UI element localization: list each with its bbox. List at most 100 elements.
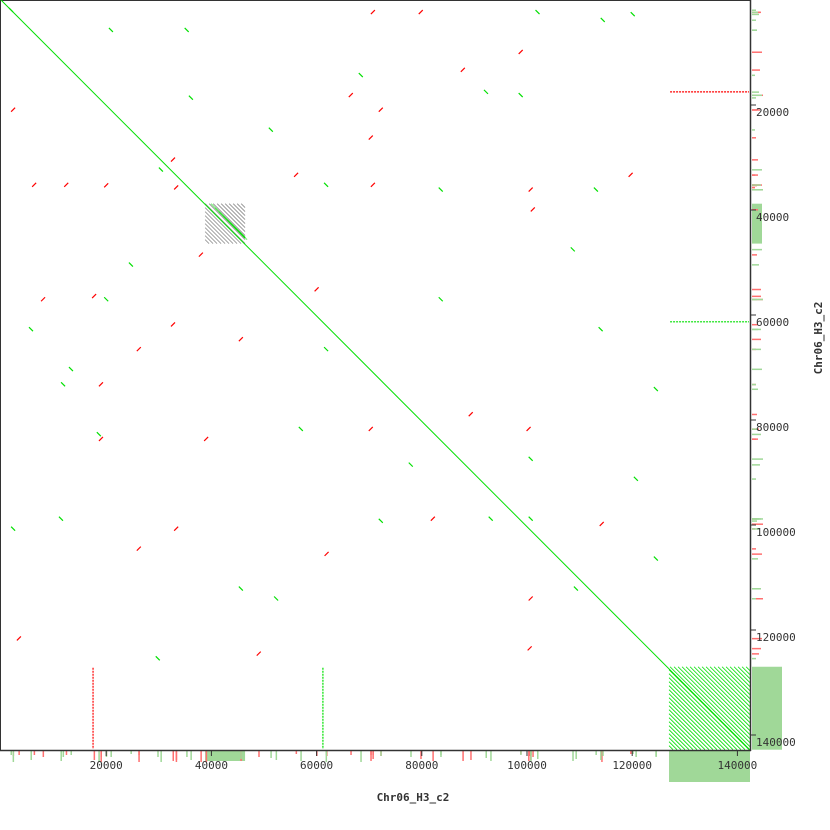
x-coverage-bar <box>100 751 102 762</box>
repeat-hatch-line <box>220 203 246 228</box>
y-coverage-bar <box>752 109 757 111</box>
x-tick-label: 20000 <box>90 759 123 772</box>
y-coverage-bar <box>752 189 761 191</box>
x-coverage-bar <box>258 751 260 757</box>
forward-hit <box>188 95 194 101</box>
reverse-hit <box>468 411 474 417</box>
forward-hit <box>10 526 16 532</box>
y-coverage-bar <box>752 248 762 251</box>
x-coverage-bar <box>630 751 632 754</box>
reverse-hit <box>63 182 69 188</box>
repeat-hatch-line <box>669 666 751 747</box>
y-coverage-bar <box>752 288 761 291</box>
x-coverage-bar <box>175 751 178 762</box>
x-tick-label: 120000 <box>612 759 652 772</box>
repeat-hatch-line <box>204 215 234 244</box>
x-tick-label: 40000 <box>195 759 228 772</box>
reverse-hit <box>528 596 534 601</box>
repeat-hatch-line <box>204 207 242 244</box>
reverse-hit <box>16 635 22 641</box>
y-coverage-bar <box>752 174 755 176</box>
y-coverage-bar <box>752 598 756 600</box>
repeat-hatch-line <box>741 666 751 675</box>
x-coverage-bar <box>420 751 422 759</box>
repeat-hatch-line <box>242 235 246 239</box>
repeat-hatch-line <box>668 705 714 750</box>
reverse-hit <box>526 426 532 432</box>
x-coverage-bar <box>295 751 298 754</box>
x-coverage-bar <box>490 751 492 761</box>
x-coverage-bar <box>172 751 175 760</box>
y-coverage-bar <box>752 328 758 331</box>
repeat-hatch-line <box>668 737 682 750</box>
forward-hit <box>438 187 444 192</box>
y-coverage-bar <box>752 184 761 186</box>
reverse-hit <box>628 172 634 178</box>
x-coverage-bar <box>30 751 32 760</box>
x-coverage-bar <box>190 751 192 760</box>
y-coverage-bar <box>752 637 762 640</box>
forward-hit <box>155 655 161 661</box>
y-coverage-block <box>752 203 762 244</box>
reverse-hit <box>173 185 179 190</box>
forward-hit <box>96 431 102 437</box>
repeat-hatch-line <box>240 203 246 208</box>
reverse-hit <box>599 521 605 527</box>
reverse-hit <box>368 135 374 140</box>
x-coverage-bar <box>380 751 382 756</box>
x-coverage-bar <box>157 751 159 757</box>
forward-hit <box>593 187 599 192</box>
forward-hit <box>68 366 74 372</box>
x-coverage-bar <box>600 751 602 760</box>
x-coverage-bar <box>325 751 328 762</box>
y-coverage-bar <box>752 11 758 14</box>
y-coverage-bar <box>752 520 757 522</box>
x-coverage-bar <box>10 751 12 755</box>
y-coverage-bar <box>752 478 756 480</box>
forward-hit <box>535 9 540 15</box>
x-coverage-bar <box>575 751 577 759</box>
x-tick-label: 100000 <box>507 759 547 772</box>
x-coverage-bar <box>360 751 362 762</box>
reverse-hit <box>136 346 142 352</box>
reverse-hit <box>378 107 384 113</box>
y-coverage-bar <box>752 657 756 660</box>
repeat-hatch-line <box>668 681 738 750</box>
x-coverage-bar <box>138 751 140 762</box>
y-coverage-bar <box>752 548 756 550</box>
y-coverage-bar <box>752 553 762 555</box>
x-coverage-bar <box>200 751 202 762</box>
repeat-hatch-line <box>204 235 214 244</box>
reverse-hit <box>324 551 330 557</box>
reverse-hit <box>31 182 37 188</box>
forward-hit <box>60 381 66 387</box>
repeat-hatch-line <box>709 666 751 707</box>
y-coverage-bar <box>752 413 757 416</box>
y-coverage-bar <box>752 438 758 440</box>
x-tick-label: 140000 <box>718 759 758 772</box>
reverse-hit <box>136 546 142 552</box>
y-coverage-bar <box>752 264 759 266</box>
repeat-hatch-line <box>701 666 751 715</box>
forward-hit <box>600 17 606 23</box>
x-coverage-bar <box>300 751 302 761</box>
x-coverage-bar <box>530 751 532 761</box>
reverse-hit <box>530 207 536 212</box>
y-coverage-bar <box>752 295 761 298</box>
y-coverage-bar <box>752 91 759 93</box>
forward-hit <box>570 246 576 252</box>
forward-hit <box>323 346 329 352</box>
y-coverage-bar <box>752 69 760 71</box>
repeat-hatch-line <box>677 666 751 739</box>
y-coverage-bar <box>752 528 760 530</box>
y-coverage-bar <box>752 323 758 326</box>
repeat-hatch-line <box>204 223 226 244</box>
repeat-hatch-line <box>713 666 751 703</box>
forward-hit <box>128 262 134 268</box>
forward-hit <box>438 296 444 302</box>
reverse-hit <box>203 436 209 442</box>
repeat-hatch-line <box>236 203 246 212</box>
reverse-hit <box>314 286 320 292</box>
y-coverage-bar <box>752 458 763 460</box>
